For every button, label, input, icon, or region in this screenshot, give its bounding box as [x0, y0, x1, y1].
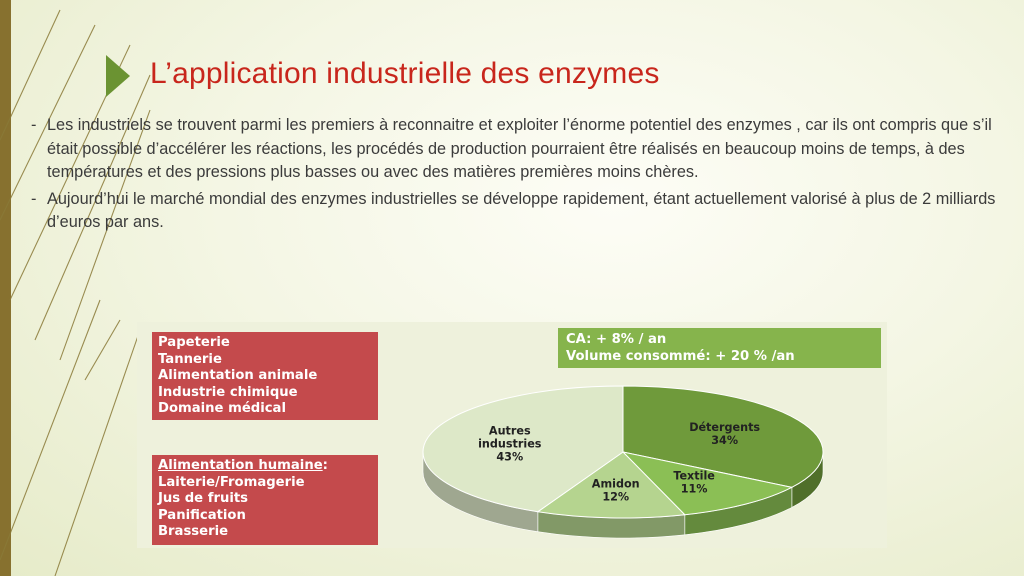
dash-marker: - [31, 189, 37, 208]
pie-slice [422, 385, 624, 513]
title-arrow-shape [106, 55, 130, 97]
slide-title: L’application industrielle des enzymes [150, 57, 660, 90]
growth-line-ca: CA: + 8% / an [566, 332, 667, 347]
pie-value-label: 11% [681, 483, 708, 496]
sector-item: Domaine médical [158, 401, 286, 416]
growth-box: CA: + 8% / an Volume consommé: + 20 % /a… [558, 328, 881, 368]
pie-category-label: Textile [673, 470, 715, 483]
food-item: Panification [158, 507, 246, 523]
paragraph-2-text: Aujourd’hui le marché mondial des enzyme… [47, 189, 996, 232]
food-item: Laiterie/Fromagerie [158, 474, 305, 490]
pie-slice [621, 451, 794, 516]
enzyme-market-figure: Papeterie Tannerie Alimentation animale … [137, 322, 887, 548]
food-heading: Alimentation humaine: [158, 458, 372, 475]
food-heading-text: Alimentation humaine [158, 458, 323, 473]
pie-category-label: Détergents [689, 421, 760, 434]
pie-value-label: 12% [602, 491, 629, 504]
food-heading-colon: : [322, 458, 328, 473]
industry-sectors-box: Papeterie Tannerie Alimentation animale … [152, 332, 378, 420]
paragraph-1: - Les industriels se trouvent parmi les p… [31, 114, 1021, 185]
food-item: Jus de fruits [158, 491, 249, 506]
food-item: Brasserie [158, 524, 229, 539]
sector-item: Alimentation animale [158, 368, 318, 383]
sector-item: Papeterie [158, 335, 230, 350]
dash-marker: - [31, 116, 37, 134]
pie-category-label: industries [478, 438, 542, 451]
growth-line-volume: Volume consommé: + 20 % /an [566, 349, 795, 364]
paragraph-1-text: Les industriels se trouvent parmi les pr… [47, 116, 992, 181]
sector-item: Tannerie [158, 351, 222, 367]
food-sectors-box: Alimentation humaine: Laiterie/Fromageri… [152, 455, 378, 545]
pie-value-label: 43% [496, 451, 523, 464]
accent-bar [0, 0, 11, 576]
pie-category-label: Amidon [592, 478, 640, 491]
paragraph-2: - Aujourd’hui le marché mondial des enzym… [31, 188, 1021, 235]
slide-body: - Les industriels se trouvent parmi les p… [31, 114, 1021, 238]
pie-category-label: Autres [489, 425, 531, 438]
pie-value-label: 34% [711, 434, 738, 447]
pie-slice [536, 451, 686, 519]
sector-item: Industrie chimique [158, 384, 298, 400]
